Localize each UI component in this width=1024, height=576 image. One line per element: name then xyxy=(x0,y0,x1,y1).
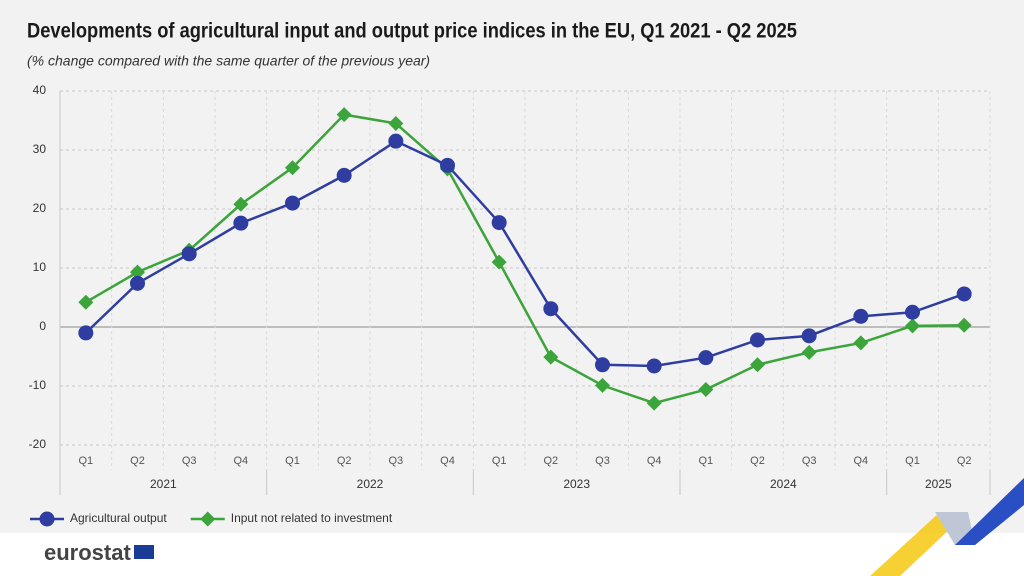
data-point xyxy=(543,301,559,317)
data-point xyxy=(233,196,249,212)
chart-subtitle: (% change compared with the same quarter… xyxy=(27,53,430,69)
data-point xyxy=(285,160,300,176)
data-point xyxy=(956,317,972,333)
data-point xyxy=(905,304,920,320)
data-point xyxy=(853,335,869,351)
series-line xyxy=(84,139,965,368)
footer-background xyxy=(0,533,1024,576)
x-tick-label: Q2 xyxy=(337,455,352,467)
data-point xyxy=(336,167,352,183)
data-point xyxy=(491,215,507,231)
y-tick-label: 40 xyxy=(33,83,47,97)
x-tick-label: Q3 xyxy=(182,455,197,467)
data-point xyxy=(130,275,145,291)
data-point xyxy=(78,325,94,341)
x-tick-label: Q1 xyxy=(492,455,507,467)
data-point xyxy=(130,264,145,280)
y-tick-label: 20 xyxy=(33,201,47,215)
data-point xyxy=(801,328,817,344)
x-tick-label: Q3 xyxy=(802,455,817,467)
data-point xyxy=(285,195,300,211)
data-point xyxy=(233,215,249,231)
legend-label: Input not related to investment xyxy=(231,511,393,525)
x-tick-label: Q1 xyxy=(78,455,93,467)
x-tick-label: Q1 xyxy=(698,455,713,467)
data-point xyxy=(336,107,352,123)
background xyxy=(0,0,1024,533)
x-tick-label: Q2 xyxy=(130,455,145,467)
x-group-label: 2023 xyxy=(563,477,590,491)
data-point xyxy=(750,332,765,348)
logo-flag xyxy=(134,545,154,559)
data-point xyxy=(905,318,920,334)
x-group-label: 2022 xyxy=(357,477,384,491)
data-point xyxy=(646,358,662,374)
decoration xyxy=(955,478,1024,545)
x-tick-label: Q2 xyxy=(750,455,765,467)
data-point xyxy=(698,350,714,366)
data-point xyxy=(750,357,765,373)
y-tick-label: -10 xyxy=(29,378,47,392)
data-point xyxy=(853,308,869,324)
data-point xyxy=(543,349,559,365)
legend-marker xyxy=(39,511,55,527)
x-tick-label: Q3 xyxy=(388,455,403,467)
x-tick-label: Q4 xyxy=(233,455,248,467)
data-point xyxy=(181,246,197,262)
data-point xyxy=(78,294,94,310)
x-tick-label: Q2 xyxy=(543,455,558,467)
logo-text: eurostat xyxy=(44,540,131,565)
data-point xyxy=(646,395,662,411)
data-point xyxy=(698,382,714,398)
data-point xyxy=(388,115,404,131)
y-tick-label: 30 xyxy=(33,142,47,156)
legend-label: Agricultural output xyxy=(70,511,167,525)
chart-title: Developments of agricultural input and o… xyxy=(27,20,797,43)
y-tick-label: 0 xyxy=(39,319,46,333)
y-tick-label: 10 xyxy=(33,260,47,274)
data-point xyxy=(595,377,610,393)
data-point xyxy=(440,157,455,173)
data-point xyxy=(491,254,507,270)
data-point xyxy=(956,286,972,302)
x-tick-label: Q3 xyxy=(595,455,610,467)
series-line xyxy=(85,113,965,405)
x-group-label: 2025 xyxy=(925,477,952,491)
legend-marker xyxy=(200,511,216,527)
decoration xyxy=(870,512,968,576)
x-tick-label: Q4 xyxy=(853,455,868,467)
data-point xyxy=(595,357,610,373)
x-group-label: 2024 xyxy=(770,477,797,491)
data-point xyxy=(801,344,817,360)
x-tick-label: Q1 xyxy=(285,455,300,467)
y-tick-label: -20 xyxy=(29,437,47,451)
x-tick-label: Q4 xyxy=(440,455,455,467)
x-tick-label: Q2 xyxy=(957,455,972,467)
x-tick-label: Q4 xyxy=(647,455,662,467)
data-point xyxy=(388,133,404,149)
x-tick-label: Q1 xyxy=(905,455,920,467)
x-group-label: 2021 xyxy=(150,477,177,491)
